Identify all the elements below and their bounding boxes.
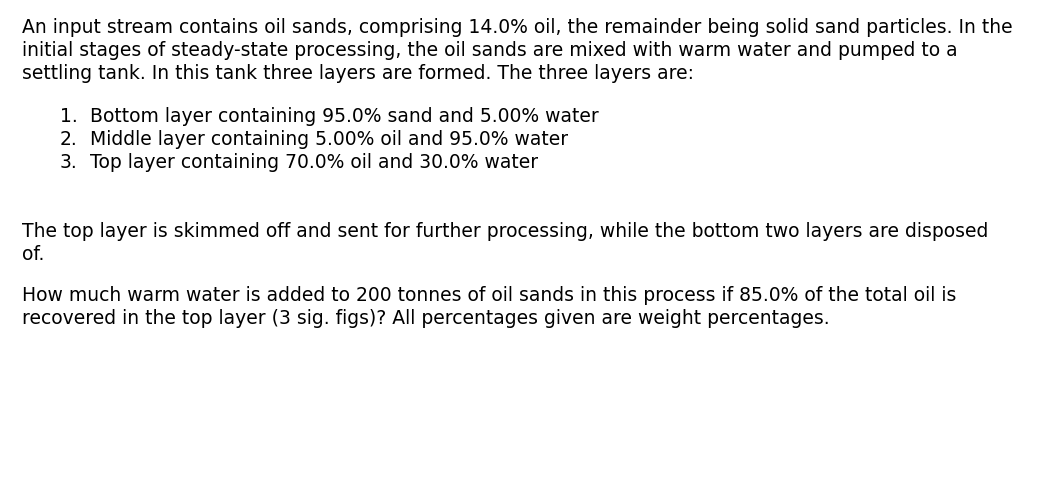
Text: 1.: 1.: [60, 107, 77, 126]
Text: Middle layer containing 5.00% oil and 95.0% water: Middle layer containing 5.00% oil and 95…: [90, 130, 568, 149]
Text: recovered in the top layer (3 sig. figs)? All percentages given are weight perce: recovered in the top layer (3 sig. figs)…: [22, 309, 829, 328]
Text: An input stream contains oil sands, comprising 14.0% oil, the remainder being so: An input stream contains oil sands, comp…: [22, 18, 1013, 37]
Text: The top layer is skimmed off and sent for further processing, while the bottom t: The top layer is skimmed off and sent fo…: [22, 222, 988, 241]
Text: initial stages of steady-state processing, the oil sands are mixed with warm wat: initial stages of steady-state processin…: [22, 41, 958, 60]
Text: settling tank. In this tank three layers are formed. The three layers are:: settling tank. In this tank three layers…: [22, 64, 693, 83]
Text: of.: of.: [22, 245, 44, 264]
Text: How much warm water is added to 200 tonnes of oil sands in this process if 85.0%: How much warm water is added to 200 tonn…: [22, 286, 956, 305]
Text: 2.: 2.: [60, 130, 77, 149]
Text: Top layer containing 70.0% oil and 30.0% water: Top layer containing 70.0% oil and 30.0%…: [90, 153, 538, 172]
Text: Bottom layer containing 95.0% sand and 5.00% water: Bottom layer containing 95.0% sand and 5…: [90, 107, 598, 126]
Text: 3.: 3.: [60, 153, 77, 172]
